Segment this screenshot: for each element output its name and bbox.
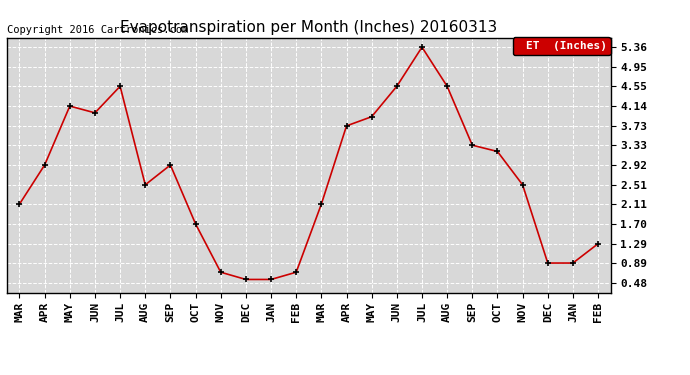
Legend: ET  (Inches): ET (Inches) [513, 38, 611, 55]
Title: Evapotranspiration per Month (Inches) 20160313: Evapotranspiration per Month (Inches) 20… [120, 20, 497, 35]
Text: Copyright 2016 Cartronics.com: Copyright 2016 Cartronics.com [7, 25, 188, 35]
